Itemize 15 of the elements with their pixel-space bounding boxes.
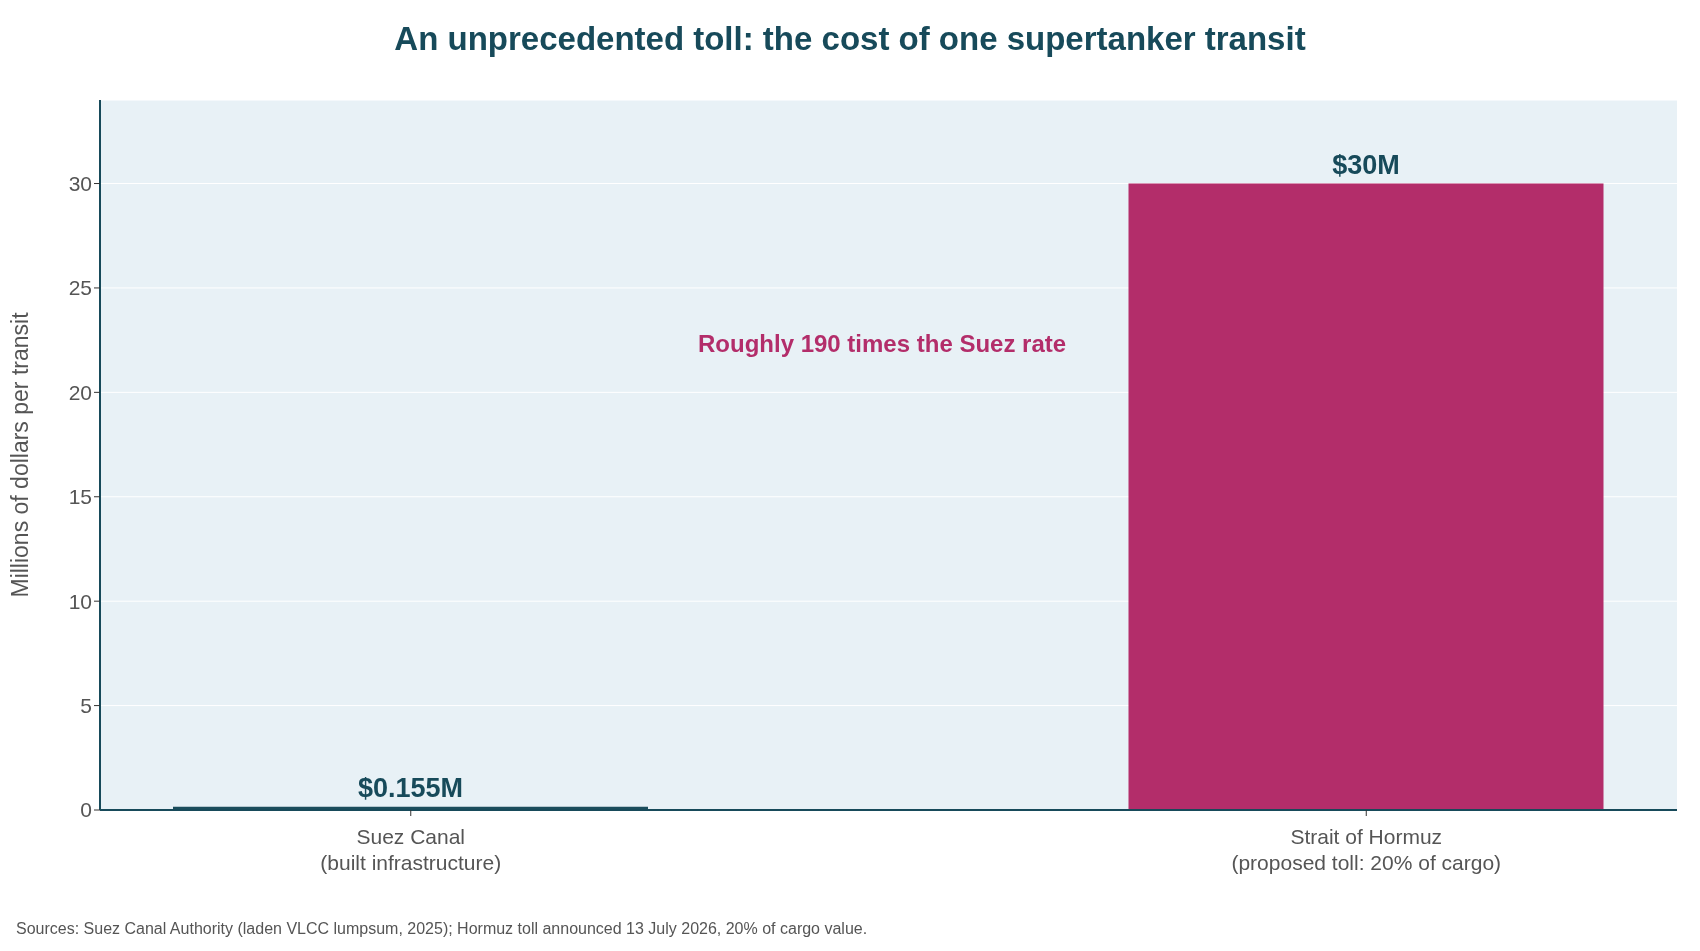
source-note: Sources: Suez Canal Authority (laden VLCC lumpsum, 2025); Hormuz toll announced 13 July 2026, 20% of cargo value. (16, 920, 869, 938)
x-tick-label: Strait of Hormuz (proposed toll: 20% of cargo) (1231, 825, 1502, 874)
y-axis-title: Millions of dollars per transit (7, 311, 34, 598)
chart-title: An unprecedented toll: the cost of one supertanker transit (393, 19, 1307, 59)
data-label: $30M (1332, 149, 1400, 180)
y-tick-label: 25 (68, 276, 92, 300)
y-tick-label: 10 (68, 589, 92, 613)
x-tick-label: Suez Canal (built infrastructure) (320, 825, 502, 874)
annotation: Roughly 190 times the Suez rate (698, 330, 1067, 358)
y-tick-label: 30 (68, 171, 92, 195)
y-tick-label: 15 (68, 485, 92, 509)
data-label: $0.155M (357, 772, 464, 803)
y-tick-label: 0 (80, 798, 92, 822)
y-tick-label: 20 (68, 380, 92, 404)
y-tick-label: 5 (80, 694, 92, 718)
